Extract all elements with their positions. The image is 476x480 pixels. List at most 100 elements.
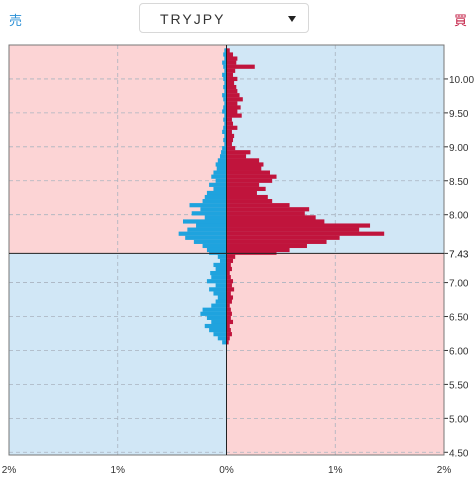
buy-order-bar: [226, 295, 234, 300]
buy-order-bar: [226, 239, 327, 244]
buy-order-bar: [226, 105, 241, 110]
price-tick-label: 5.00: [449, 414, 469, 425]
buy-order-bar: [226, 270, 230, 276]
buy-order-bar: [226, 60, 237, 65]
buy-order-bar: [226, 84, 237, 90]
sell-order-bar: [215, 283, 227, 288]
sell-order-bar: [209, 250, 227, 255]
sell-order-bar: [211, 303, 227, 308]
sell-order-bar: [222, 146, 227, 151]
buy-order-bar: [226, 190, 257, 196]
sell-order-bar: [217, 336, 227, 341]
price-tick-label: 7.00: [449, 279, 469, 290]
percent-tick-label: 1%: [328, 465, 343, 476]
sell-order-bar: [202, 243, 227, 249]
buy-order-bar: [226, 93, 240, 98]
sell-order-bar: [224, 89, 227, 94]
buy-order-bar: [226, 266, 232, 272]
buy-order-bar: [226, 101, 238, 106]
buy-order-bar: [226, 203, 290, 208]
buy-order-bar: [226, 142, 232, 147]
buy-order-bar: [226, 137, 234, 143]
sell-order-bar: [222, 340, 227, 345]
price-tick-label: 5.50: [449, 380, 469, 391]
sell-order-bar: [223, 52, 227, 57]
sell-order-bar: [209, 327, 227, 333]
sell-order-bar: [189, 203, 227, 208]
buy-order-bar: [226, 117, 232, 122]
sell-order-bar: [191, 211, 227, 216]
sell-order-bar: [211, 319, 227, 325]
buy-order-bar: [226, 194, 268, 200]
buy-order-bar: [226, 52, 234, 57]
buy-order-bar: [226, 125, 238, 130]
sell-order-bar: [215, 266, 227, 272]
sell-order-bar: [224, 113, 227, 118]
buy-order-bar: [226, 283, 232, 288]
sell-order-bar: [222, 72, 227, 77]
sell-order-bar: [213, 170, 227, 175]
buy-order-bar: [226, 166, 262, 171]
sell-order-bar: [215, 162, 227, 167]
buy-order-bar: [226, 48, 230, 53]
buy-order-bar: [226, 80, 235, 86]
currency-pair-select[interactable]: TRYJPY: [139, 3, 309, 33]
sell-order-bar: [224, 142, 227, 147]
buy-order-bar: [226, 336, 230, 341]
sell-order-bar: [224, 48, 227, 53]
buy-order-bar: [226, 170, 270, 175]
sell-order-bar: [222, 60, 227, 65]
buy-order-bar: [226, 319, 234, 325]
percent-tick-label: 1%: [111, 465, 126, 476]
buy-order-bar: [226, 72, 234, 77]
sell-order-bar: [215, 178, 227, 183]
buy-order-bar: [226, 291, 231, 296]
sell-order-bar: [222, 93, 227, 98]
sell-order-bar: [216, 166, 227, 171]
sell-order-bar: [224, 56, 227, 61]
price-tick-label: 10.00: [449, 75, 474, 86]
buy-order-bar: [226, 207, 310, 212]
sell-order-bar: [200, 207, 227, 212]
sell-zone-upper: [9, 45, 227, 254]
percent-tick-label: 0%: [219, 465, 234, 476]
buy-order-bar: [226, 199, 273, 204]
percent-tick-label: 2%: [2, 465, 17, 476]
sell-order-bar: [222, 109, 227, 114]
sell-order-bar: [217, 254, 227, 259]
sell-order-bar: [223, 64, 227, 69]
buy-order-bar: [226, 315, 231, 320]
buy-order-bar: [226, 340, 229, 345]
sell-order-bar: [204, 194, 227, 200]
sell-order-bar: [196, 223, 227, 228]
sell-order-bar: [215, 299, 227, 304]
buy-order-bar: [226, 227, 360, 232]
buy-order-bar: [226, 250, 277, 255]
buy-order-bar: [226, 150, 251, 155]
buy-order-bar: [226, 64, 255, 69]
sell-order-bar: [223, 125, 227, 130]
sell-order-bar: [223, 84, 227, 90]
current-price-label: 7.43: [449, 249, 469, 260]
sell-order-bar: [202, 307, 227, 312]
buy-order-bar: [226, 303, 230, 308]
sell-label: 売: [9, 13, 23, 28]
sell-order-bar: [210, 270, 227, 276]
buy-order-bar: [226, 247, 290, 253]
buy-order-bar: [226, 219, 325, 224]
buy-order-bar: [226, 215, 316, 220]
price-tick-label: 6.00: [449, 346, 469, 357]
buy-order-bar: [226, 279, 234, 284]
buy-order-bar: [226, 211, 305, 216]
sell-order-bar: [213, 291, 227, 296]
buy-order-bar: [226, 235, 340, 240]
sell-order-bar: [185, 235, 227, 240]
sell-order-bar: [204, 215, 227, 220]
buy-order-bar: [226, 287, 235, 292]
sell-order-bar: [193, 239, 227, 244]
buy-order-bar: [226, 223, 371, 228]
buy-order-bar: [226, 327, 231, 333]
sell-order-bar: [223, 76, 227, 82]
sell-order-bar: [224, 68, 227, 73]
sell-order-bar: [223, 97, 227, 102]
